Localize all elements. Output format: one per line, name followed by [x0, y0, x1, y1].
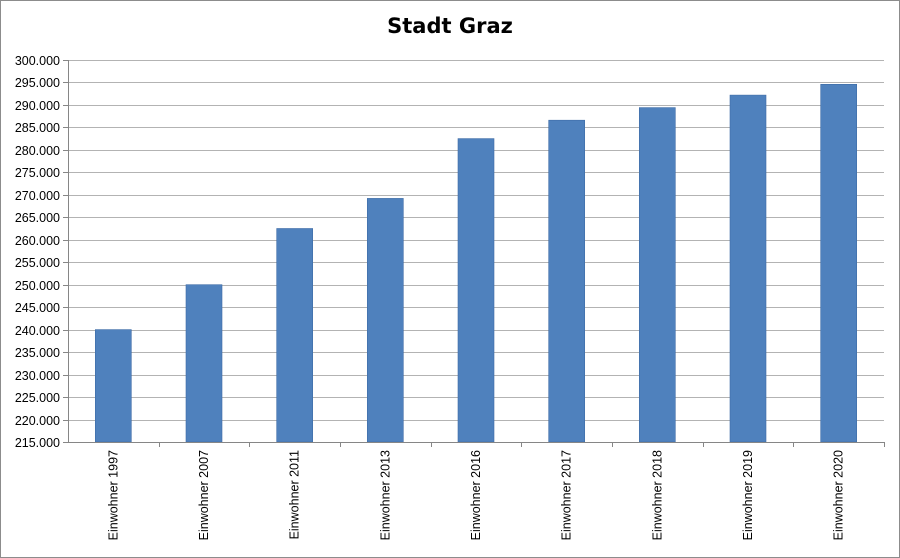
x-tick-label: Einwohner 2018: [650, 450, 664, 540]
x-tick-label: Einwohner 2011: [288, 450, 302, 539]
x-tick-labels: Einwohner 1997 Einwohner 2007 Einwohner 20…: [106, 450, 845, 540]
bar: [95, 329, 132, 443]
bar: [276, 228, 314, 443]
y-tick-label: 255.000: [15, 256, 60, 270]
y-tick-label: 225.000: [15, 391, 60, 405]
x-tick-label: Einwohner 2016: [469, 450, 483, 540]
y-tick-label: 245.000: [15, 301, 60, 315]
y-tick-label: 270.000: [15, 189, 60, 203]
axes: [63, 60, 885, 447]
y-tick-label: 215.000: [15, 436, 60, 450]
y-tick-label: 240.000: [15, 324, 60, 338]
y-tick-label: 290.000: [15, 99, 60, 113]
y-tick-label: 275.000: [15, 166, 60, 180]
x-tick-label: Einwohner 2013: [378, 450, 392, 540]
y-tick-label: 230.000: [15, 369, 60, 383]
y-tick-label: 285.000: [15, 121, 60, 135]
y-tick-label: 220.000: [15, 414, 60, 428]
y-tick-label: 280.000: [15, 144, 60, 158]
bar: [185, 284, 223, 443]
bar: [548, 119, 586, 443]
x-tick-label: Einwohner 1997: [106, 450, 120, 540]
bar: [638, 107, 676, 443]
y-tick-label: 295.000: [15, 76, 60, 90]
x-tick-label: Einwohner 2020: [832, 450, 846, 540]
chart-title: Stadt Graz: [387, 14, 513, 38]
y-tick-label: 250.000: [15, 279, 60, 293]
y-tick-labels: 215.000 220.000 225.000 230.000 235.000 240.0…: [15, 54, 60, 450]
y-tick-label: 300.000: [15, 54, 60, 68]
bar: [366, 198, 404, 443]
bar: [820, 84, 858, 443]
bars: [95, 84, 858, 443]
bar: [729, 94, 767, 443]
x-tick-label: Einwohner 2017: [560, 450, 574, 540]
bar: [457, 138, 495, 443]
x-tick-label: Einwohner 2007: [197, 450, 211, 540]
y-tick-label: 265.000: [15, 211, 60, 225]
y-tick-label: 260.000: [15, 234, 60, 248]
y-tick-label: 235.000: [15, 346, 60, 360]
x-tick-label: Einwohner 2019: [741, 450, 755, 540]
